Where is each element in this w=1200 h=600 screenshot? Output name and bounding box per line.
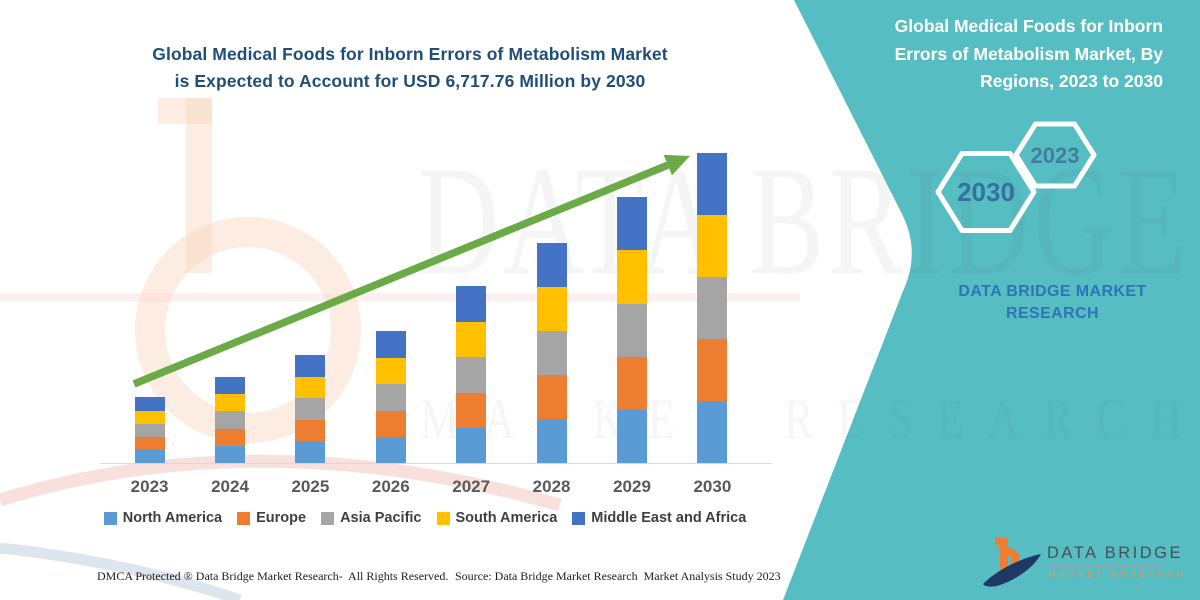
bar-segment [456,321,487,358]
hexagon-2023-label: 2023 [1031,143,1080,168]
chart-title: Global Medical Foods for Inborn Errors o… [80,41,740,95]
watermark-band [0,293,800,302]
side-panel-title-line2: Errors of Metabolism Market, By [894,43,1163,64]
brand-wordmark-line2: RESEARCH [1006,305,1099,322]
legend-label: North America [122,510,223,526]
legend-label: Europe [256,510,307,526]
bar-segment [697,153,728,216]
bar-segment [536,419,567,464]
bar-segment [456,286,487,322]
brand-wordmark: DATA BRIDGE MARKET RESEARCH [940,281,1165,325]
legend-label: South America [455,510,558,526]
x-axis-label: 2024 [211,477,249,496]
chart-legend: North America Europe Asia Pacific South Ame… [85,510,765,526]
legend-label: Asia Pacific [340,510,422,526]
bar-segment [697,277,728,340]
side-panel-title-line1: Global Medical Foods for Inborn [894,16,1163,36]
dbmr-logo-subtitle: MARKET RESEARCH [1049,570,1187,579]
bar-segment [295,441,326,464]
bar-segment [617,303,647,357]
bar-segment [617,250,647,304]
side-panel-title: Global Medical Foods for Inborn Errors o… [818,13,1163,96]
x-axis-label: 2027 [452,477,491,496]
hexagon-2023 [1013,121,1097,189]
x-axis-label: 2029 [613,477,651,496]
legend-swatch [103,511,117,525]
hexagon-2030 [935,151,1037,233]
side-panel-title-line3: Regions, 2023 to 2030 [980,71,1163,91]
legend-item: North America [103,510,223,526]
legend-swatch [436,511,450,525]
brand-wordmark-line1: DATA BRIDGE MARKET [958,283,1147,300]
bar-segment [617,356,647,411]
bar-segment [617,197,647,251]
footer-source: Source: Data Bridge Market Research Mark… [455,569,781,583]
bar-segment [456,392,487,428]
bar-segment [536,286,567,332]
legend-label: Middle East and Africa [591,510,747,526]
bar-segment [375,384,406,411]
bar-segment [536,331,567,376]
legend-swatch [237,511,251,525]
legend-item: Europe [237,510,306,526]
chart-title-line2: is Expected to Account for USD 6,717.76 … [174,71,646,91]
x-axis-label: 2028 [532,477,571,496]
x-axis-line [100,463,772,464]
bar-segment [375,437,406,464]
bar-segment [456,357,487,393]
dbmr-logo-title: DATA BRIDGE [1047,544,1183,562]
dbmr-logo-divider [1048,566,1163,567]
chart-title-line1: Global Medical Foods for Inborn Errors o… [152,44,668,64]
x-axis-label: 2030 [693,477,732,496]
dbmr-logo-icon [983,538,1041,587]
bar-segment [375,357,406,385]
legend-item: Middle East and Africa [572,510,746,526]
bar-segment [697,215,728,278]
legend-swatch [572,511,586,525]
bar-segment [215,446,245,464]
x-axis-label: 2025 [291,477,330,496]
bar-segment [134,450,165,464]
bar-segment [375,331,406,358]
bar-segment [617,410,647,464]
bar-segment [536,375,567,420]
dbmr-logo: DATA BRIDGE MARKET RESEARCH [983,532,1183,592]
legend-item: South America [436,510,558,526]
legend-swatch [321,511,335,525]
hexagon-2030-label: 2030 [957,177,1015,207]
bar-segment [456,427,487,464]
x-axis-label: 2026 [371,477,410,496]
footer-copyright: DMCA Protected ® Data Bridge Market Rese… [97,569,449,583]
x-axis-label: 2023 [130,477,169,496]
legend-item: Asia Pacific [321,510,422,526]
bar-segment [375,410,406,437]
bar-segment [697,401,728,464]
bar-segment [536,242,567,287]
bar-segment [697,339,728,402]
